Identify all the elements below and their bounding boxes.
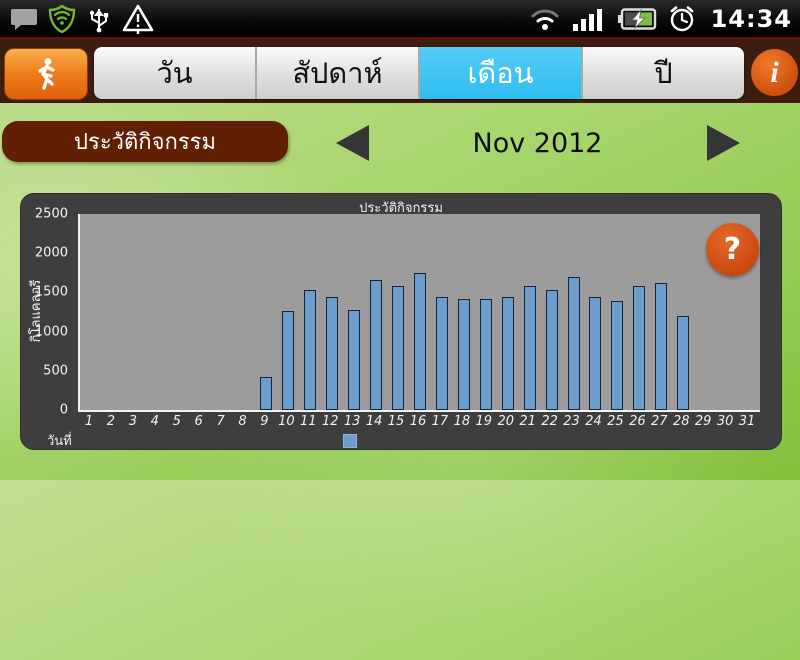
status-bar: 14:34 [0, 0, 800, 37]
x-tick-label: 31 [738, 414, 756, 429]
period-label: Nov 2012 [472, 128, 603, 159]
usb-icon [89, 8, 109, 32]
clock-time: 14:34 [710, 4, 792, 33]
bar-day-28 [677, 316, 690, 410]
running-person-icon [38, 58, 55, 90]
x-tick-label: 6 [194, 414, 203, 429]
y-tick-label: 2500 [34, 206, 68, 222]
x-tick-label: 16 [409, 414, 427, 429]
x-tick-label: 23 [563, 414, 580, 429]
tab-day[interactable]: วัน [94, 47, 257, 99]
chart-title: ประวัติกิจกรรม [359, 201, 443, 216]
x-tick-label: 9 [260, 414, 269, 429]
x-tick-label: 28 [672, 414, 690, 429]
y-tick-label: 1000 [34, 324, 68, 340]
bar-day-20 [501, 297, 514, 410]
x-tick-label: 4 [150, 414, 159, 429]
y-tick-label: 1500 [34, 284, 68, 300]
x-axis-label: วันที่ [47, 434, 72, 449]
status-icons-left [0, 4, 154, 34]
previous-month-arrow[interactable] [336, 125, 369, 161]
tab-week[interactable]: สัปดาห์ [257, 47, 420, 99]
battery-charging-icon [617, 7, 656, 30]
signal-strength-icon [572, 8, 602, 31]
activity-history-button[interactable]: ประวัติกิจกรรม [2, 121, 288, 162]
y-tick-label: 2000 [34, 245, 68, 261]
bar-day-14 [370, 280, 383, 410]
y-ticks: 0 500 1000 1500 2000 2500 [21, 207, 74, 418]
bar-day-12 [326, 297, 339, 410]
chart-panel: ประวัติกิจกรรม กิโลแคลอรี 0 500 1000 1500 20… [20, 193, 782, 450]
x-tick-label: 17 [431, 414, 449, 429]
x-tick-label: 12 [321, 414, 339, 429]
bar-day-26 [633, 285, 646, 410]
x-tick-label: 10 [278, 414, 295, 429]
tab-strip: วัน สัปดาห์ เดือน ปี i [0, 37, 800, 103]
y-tick-label: 500 [43, 363, 68, 379]
x-tick-label: 5 [172, 414, 181, 429]
x-tick-label: 22 [541, 414, 558, 429]
x-tick-label: 24 [585, 414, 602, 429]
x-tick-label: 3 [128, 414, 137, 429]
x-ticks: 1 2 3 4 5 6 7 8 9 10 11 12 13 14 15 16 17 18 19 20 21 22 23 24 2… [78, 414, 758, 430]
x-tick-label: 19 [475, 414, 493, 429]
bar-day-17 [435, 296, 448, 410]
x-tick-label: 20 [497, 414, 515, 429]
x-tick-label: 11 [300, 414, 317, 429]
bar-day-9 [260, 376, 273, 410]
bar-day-10 [282, 310, 295, 410]
plot-area [78, 214, 760, 412]
x-tick-label: 25 [607, 414, 624, 429]
y-tick-label: 0 [59, 402, 68, 418]
x-tick-label: 29 [694, 414, 712, 429]
bar-day-13 [348, 310, 361, 410]
x-tick-label: 27 [651, 414, 668, 429]
wifi-icon [531, 9, 559, 30]
bar-day-23 [567, 277, 580, 410]
next-month-arrow[interactable] [707, 125, 740, 161]
status-icons-right: 14:34 [529, 5, 800, 33]
chat-icon [11, 8, 37, 30]
x-tick-label: 30 [716, 414, 734, 429]
x-tick-label: 21 [519, 414, 536, 429]
bar-day-24 [589, 296, 602, 410]
alarm-clock-icon [670, 5, 693, 31]
x-tick-label: 15 [387, 414, 405, 429]
x-tick-label: 1 [84, 414, 94, 429]
home-runner-button[interactable] [4, 48, 88, 100]
warning-icon [122, 4, 154, 34]
info-button[interactable]: i [751, 49, 798, 96]
security-shield-icon [48, 4, 76, 33]
bar-day-15 [392, 286, 405, 410]
bar-day-18 [457, 299, 470, 410]
period-tabs: วัน สัปดาห์ เดือน ปี [94, 47, 744, 99]
x-tick-label: 13 [343, 414, 361, 429]
bar-day-25 [611, 300, 624, 410]
bar-day-22 [545, 290, 558, 410]
help-button[interactable]: ? [706, 223, 759, 276]
x-tick-label: 18 [453, 414, 471, 429]
x-tick-label: 7 [216, 414, 225, 429]
legend-swatch [343, 434, 357, 448]
bar-day-27 [655, 282, 668, 410]
x-tick-label: 8 [238, 414, 247, 429]
bar-day-19 [479, 299, 492, 410]
x-tick-label: 26 [629, 414, 646, 429]
bar-day-16 [414, 273, 426, 410]
tab-month[interactable]: เดือน [420, 47, 583, 99]
bar-day-11 [304, 290, 317, 410]
x-tick-label: 14 [365, 414, 383, 429]
x-tick-label: 2 [106, 414, 116, 429]
tab-year[interactable]: ปี [583, 47, 744, 99]
bar-day-21 [523, 285, 536, 410]
